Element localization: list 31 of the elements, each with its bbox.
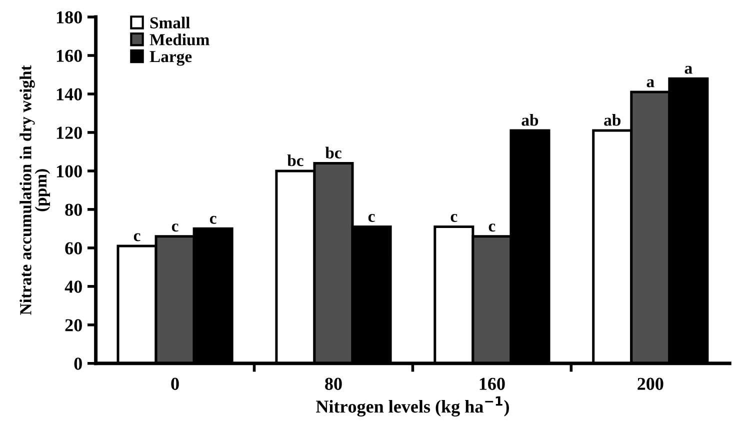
- x-tick-label: 160: [480, 378, 505, 390]
- data-label: ab: [522, 114, 538, 126]
- y-tick-label: 100: [56, 165, 82, 178]
- y-tick-label: 180: [56, 11, 82, 24]
- data-label: c: [488, 224, 496, 232]
- x-axis-title: Nitrogen levels (kg ha$^{−1}$): [316, 396, 509, 417]
- data-label: c: [134, 233, 140, 242]
- data-label: c: [172, 224, 178, 232]
- data-label: a: [646, 79, 654, 88]
- legend-label: Medium: [150, 34, 210, 46]
- y-tick-label: 40: [64, 280, 82, 293]
- y-tick-label: 160: [56, 50, 82, 62]
- y-tick-label: 80: [65, 204, 82, 216]
- legend-label: Large: [150, 51, 192, 66]
- data-label: c: [210, 216, 216, 224]
- y-tick-label: 60: [65, 242, 82, 254]
- y-tick-label: 0: [74, 358, 82, 370]
- y-tick-label: 120: [56, 126, 82, 139]
- data-label: bc: [287, 154, 304, 166]
- data-label: ab: [604, 114, 620, 126]
- data-label: bc: [325, 146, 342, 158]
- y-tick-label: 20: [65, 319, 82, 332]
- legend-label: Small: [150, 16, 190, 28]
- data-label: c: [450, 214, 458, 222]
- data-label: c: [368, 214, 375, 222]
- data-label: a: [684, 66, 692, 74]
- x-tick-label: 80: [325, 378, 342, 390]
- y-axis-title: Nitrate accumulation in dry weight (ppm): [20, 65, 50, 315]
- x-tick-label: 0: [171, 378, 179, 390]
- x-tick-label: 200: [638, 378, 664, 390]
- y-tick-label: 140: [56, 88, 82, 100]
